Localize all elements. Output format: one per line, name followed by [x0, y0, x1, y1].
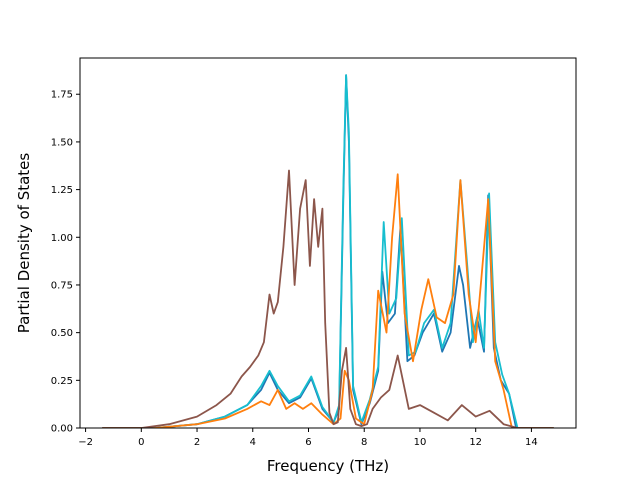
x-tick-label: 14: [525, 437, 538, 448]
y-tick-label: 0.00: [51, 424, 73, 435]
series-line-4: [102, 169, 554, 428]
y-tick-label: 1.00: [51, 233, 73, 244]
x-tick-label: 10: [414, 437, 427, 448]
series-line-3: [102, 173, 554, 428]
x-tick-label: 6: [305, 437, 311, 448]
y-tick-label: 0.75: [51, 280, 73, 291]
series-layer: [102, 74, 554, 428]
x-tick-label: 2: [194, 437, 200, 448]
y-tick-label: 0.50: [51, 328, 73, 339]
plot-frame: [79, 57, 577, 429]
x-tick-label: −2: [78, 437, 93, 448]
series-line-2: [102, 74, 554, 428]
x-tick-label: 8: [361, 437, 367, 448]
y-axis: 0.00 0.25 0.50 0.75 1.00 1.25 1.50 1.75: [51, 90, 80, 435]
x-tick-label: 12: [469, 437, 482, 448]
x-tick-label: 0: [138, 437, 144, 448]
y-axis-label: Partial Density of States: [15, 153, 33, 334]
x-axis: −2 0 2 4 6 8 10 12 14: [78, 428, 538, 448]
y-tick-label: 1.25: [51, 185, 73, 196]
y-tick-label: 0.25: [51, 376, 73, 387]
x-tick-label: 4: [250, 437, 256, 448]
y-tick-label: 1.50: [51, 137, 73, 148]
y-tick-label: 1.75: [51, 90, 73, 101]
x-axis-label: Frequency (THz): [267, 457, 389, 475]
